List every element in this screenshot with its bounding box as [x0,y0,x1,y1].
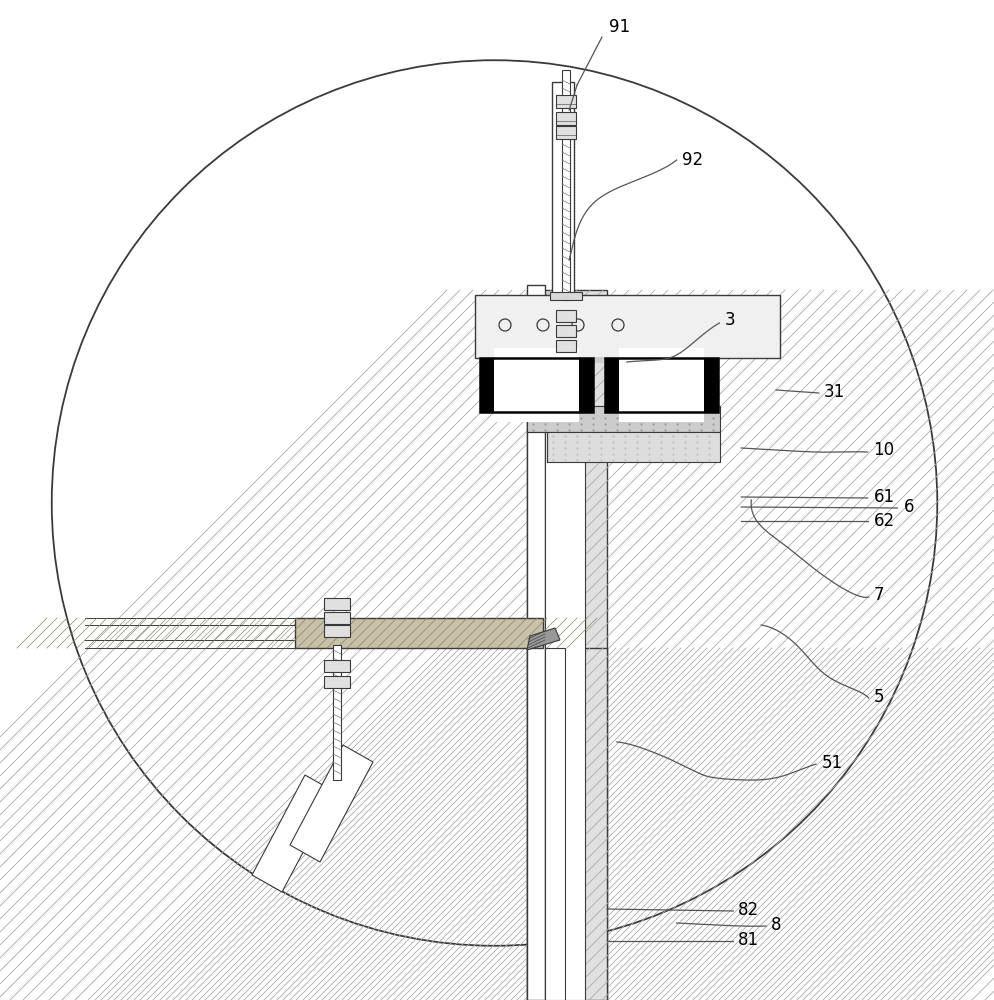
Bar [556,325,576,337]
Bar [556,112,576,125]
Bar [333,645,341,780]
Text: 92: 92 [681,151,702,169]
Bar [479,358,718,363]
Polygon shape [251,775,335,892]
Bar [324,612,350,624]
Bar [556,95,576,108]
Bar [527,648,545,1000]
Bar [556,310,576,322]
Text: 62: 62 [873,512,894,530]
Text: 5: 5 [873,688,884,706]
Text: 81: 81 [738,931,758,949]
Bar [324,660,350,672]
Text: 6: 6 [903,498,913,516]
Text: 91: 91 [608,18,629,36]
Bar [550,292,581,300]
Bar [604,358,718,412]
Polygon shape [527,628,560,650]
Polygon shape [604,358,718,412]
Text: 3: 3 [724,311,735,329]
Bar [562,70,570,300]
Text: 31: 31 [823,383,844,401]
Text: 61: 61 [873,488,894,506]
Bar [527,285,545,1000]
Bar [545,295,584,1000]
Text: 82: 82 [738,901,758,919]
Bar [556,340,576,352]
Bar [545,648,565,1000]
Bar [547,432,720,462]
Text: 51: 51 [821,754,842,772]
Bar [479,358,592,412]
Text: 7: 7 [873,586,884,604]
Bar [324,598,350,610]
Bar [294,618,543,648]
Polygon shape [479,358,592,412]
Bar [324,676,350,688]
Bar [552,82,574,295]
Bar [527,406,720,432]
Text: 8: 8 [770,916,781,934]
Bar [474,295,779,358]
Bar [324,625,350,637]
Bar [527,290,606,1000]
Polygon shape [618,348,704,422]
Bar [527,648,606,1000]
Polygon shape [289,745,373,862]
Polygon shape [493,348,579,422]
Text: 10: 10 [873,441,894,459]
Bar [556,126,576,139]
